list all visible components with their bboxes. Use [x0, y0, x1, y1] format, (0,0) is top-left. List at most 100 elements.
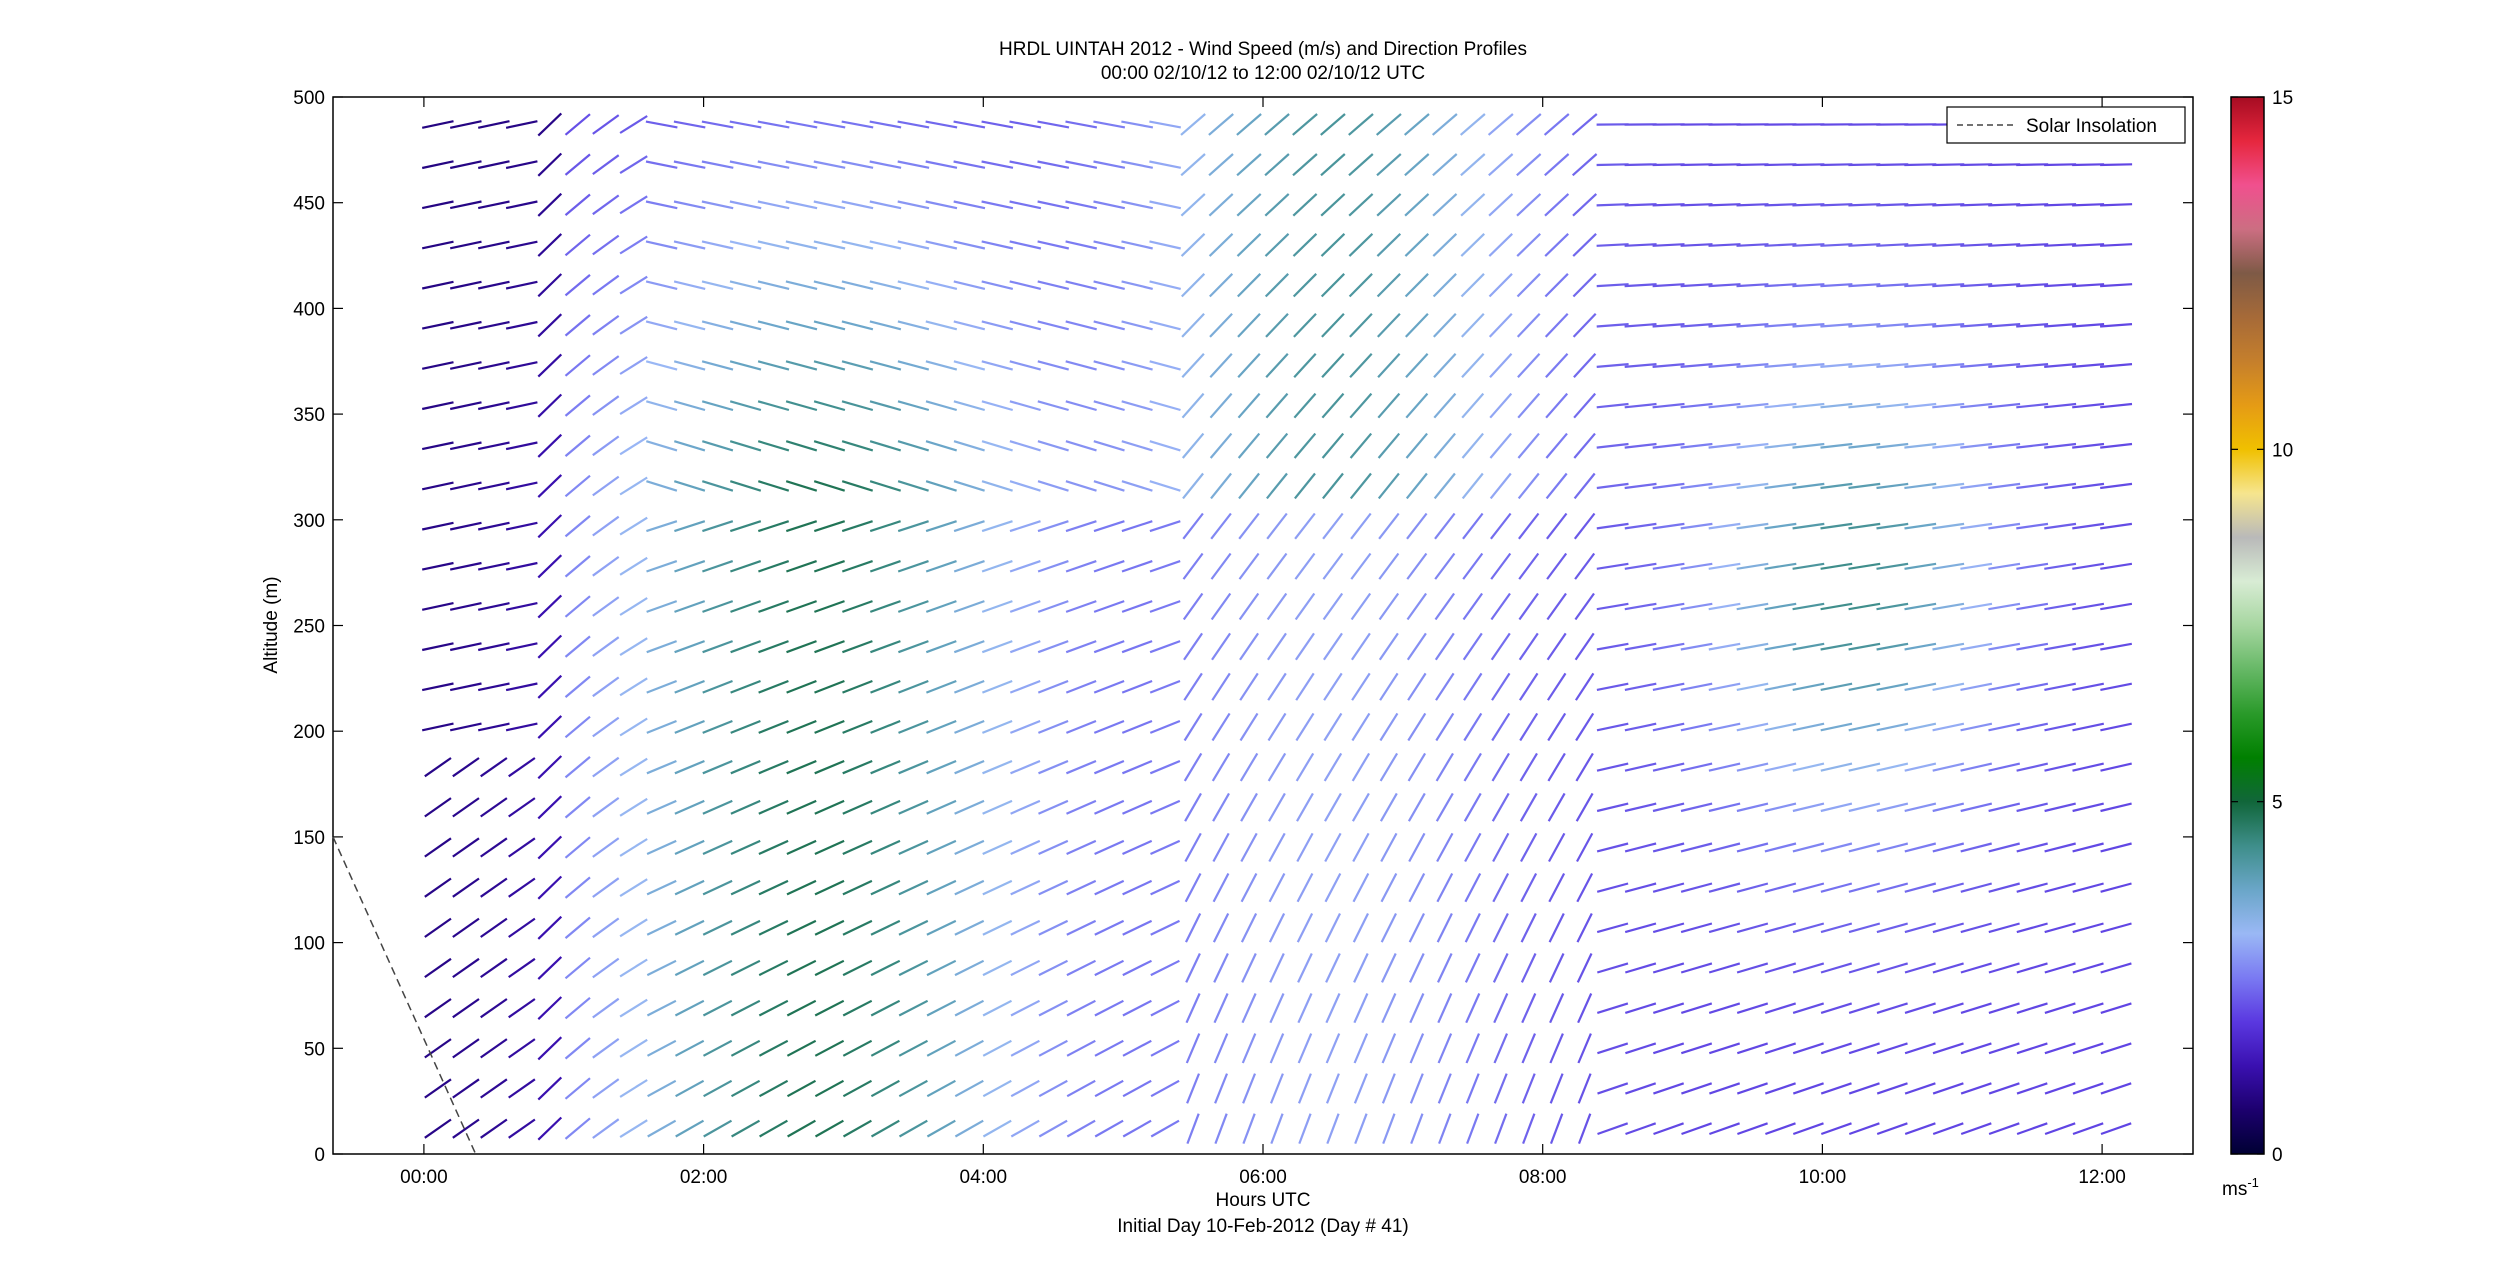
wind-barb — [1708, 962, 1741, 974]
wind-barb — [508, 797, 536, 818]
wind-barb — [730, 999, 761, 1017]
wind-barb — [1625, 1122, 1657, 1136]
wind-barb — [1462, 512, 1484, 540]
wind-barb — [1576, 832, 1594, 863]
wind-barb — [1904, 203, 1937, 207]
wind-barb — [537, 233, 563, 257]
wind-barb — [1037, 240, 1070, 250]
wind-barb — [1093, 759, 1125, 775]
wind-barb — [452, 877, 480, 898]
wind-barb — [702, 999, 733, 1017]
wind-barb — [1652, 442, 1685, 449]
wind-barb — [1009, 400, 1041, 412]
wind-barb — [785, 320, 818, 331]
wind-barb — [1323, 752, 1343, 782]
wind-barb — [537, 433, 563, 458]
wind-barb — [786, 839, 817, 856]
wind-barb — [1210, 552, 1232, 580]
wind-barb — [1460, 273, 1485, 298]
wind-barb — [897, 600, 929, 613]
wind-barb — [1848, 323, 1881, 328]
wind-barb — [1652, 1042, 1685, 1055]
wind-barb — [870, 919, 901, 936]
wind-barb — [1292, 273, 1317, 298]
wind-barb — [898, 879, 929, 896]
wind-barb — [1736, 882, 1769, 893]
wind-barb — [1876, 562, 1909, 570]
wind-barb — [1432, 153, 1458, 177]
wind-barb — [673, 280, 706, 290]
wind-barb — [954, 1079, 984, 1098]
wind-barb — [1267, 752, 1287, 782]
wind-barb — [674, 759, 705, 775]
wind-barb — [1296, 913, 1314, 943]
wind-barb — [702, 919, 733, 936]
wind-barb — [814, 1119, 844, 1138]
wind-barb — [757, 120, 790, 129]
wind-barb — [1379, 672, 1399, 701]
wind-barb — [1009, 320, 1042, 331]
wind-barb — [897, 400, 930, 412]
wind-barb — [869, 360, 902, 371]
wind-barb — [757, 280, 790, 290]
wind-barb — [1848, 243, 1881, 247]
wind-barb — [1680, 522, 1713, 530]
wind-barb — [1465, 993, 1481, 1024]
wind-barb — [1904, 283, 1937, 288]
wind-barb — [1434, 552, 1456, 580]
wind-barb — [1408, 913, 1425, 943]
wind-barb — [508, 1078, 536, 1099]
wind-barb — [1184, 832, 1202, 863]
wind-barb — [449, 160, 482, 170]
wind-barb — [1266, 472, 1288, 500]
wind-barb — [926, 879, 957, 896]
wind-barb — [1239, 672, 1259, 701]
wind-barb — [1876, 842, 1909, 853]
wind-barb — [1405, 472, 1428, 500]
wind-barb — [1792, 922, 1825, 934]
wind-barb — [1214, 1073, 1229, 1104]
wind-barb — [1820, 722, 1853, 732]
wind-barb — [1680, 283, 1713, 288]
wind-barb — [674, 520, 706, 533]
wind-barb — [954, 919, 985, 936]
wind-barb — [814, 600, 845, 613]
wind-barb — [1574, 552, 1596, 580]
wind-barb — [1624, 682, 1657, 691]
wind-barb — [1185, 913, 1202, 943]
wind-barb — [1547, 752, 1566, 782]
wind-barb — [2044, 802, 2076, 813]
wind-barb — [1038, 1039, 1068, 1057]
wind-barb — [537, 594, 563, 619]
wind-barb — [981, 440, 1013, 452]
wind-barb — [1404, 273, 1429, 298]
wind-barb — [508, 877, 536, 898]
wind-barb — [1876, 243, 1909, 247]
wind-barb — [703, 1079, 733, 1098]
wind-barb — [421, 401, 454, 411]
wind-barb — [701, 440, 734, 452]
wind-barb — [758, 799, 789, 815]
wind-barb — [1573, 392, 1597, 419]
wind-barb — [1764, 722, 1797, 732]
wind-barb — [1792, 642, 1825, 651]
wind-barb — [449, 481, 482, 491]
wind-barb — [1572, 193, 1598, 217]
wind-barb — [674, 919, 705, 936]
wind-barb — [619, 918, 648, 938]
wind-barb — [2100, 802, 2132, 813]
wind-barb — [1181, 352, 1205, 379]
wind-barb — [898, 1079, 928, 1098]
wind-barb — [1848, 482, 1881, 490]
wind-barb — [619, 717, 648, 737]
wind-barb — [1208, 153, 1234, 177]
wind-barb — [1960, 562, 1993, 570]
wind-barb — [1149, 719, 1181, 734]
wind-barb — [564, 434, 591, 457]
wind-barb — [508, 957, 536, 979]
wind-barb — [1297, 1033, 1313, 1064]
wind-barb — [1680, 1042, 1713, 1055]
wind-barb — [2100, 682, 2133, 691]
wind-barb — [814, 1039, 845, 1057]
wind-barb — [421, 361, 454, 370]
